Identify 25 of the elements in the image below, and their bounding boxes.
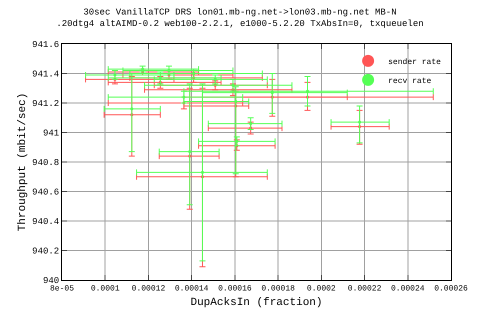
y-axis-title: Throughput (mbit/sec) bbox=[16, 92, 29, 232]
legend-label: sender rate bbox=[388, 58, 442, 67]
x-tick-label: 0.00018 bbox=[261, 284, 296, 294]
x-tick-label: 0.00022 bbox=[348, 284, 382, 294]
legend-label: recv rate bbox=[388, 76, 432, 86]
x-tick-label: 0.00014 bbox=[174, 284, 209, 294]
chart-subtitle: .20dtg4 altAIMD-0.2 web100-2.2.1, e1000-5.2.20 TxAbsIn=0, txqueuelen bbox=[56, 19, 424, 30]
y-tick-label: 941.2 bbox=[32, 99, 60, 110]
y-tick-label: 940.2 bbox=[32, 246, 60, 257]
x-tick-label: 0.00026 bbox=[434, 284, 468, 294]
y-tick-label: 940 bbox=[42, 276, 60, 286]
y-tick-label: 941.4 bbox=[32, 70, 60, 80]
y-tick-label: 940.6 bbox=[32, 188, 60, 198]
x-tick-label: 0.00024 bbox=[390, 284, 425, 294]
y-tick-label: 941 bbox=[42, 128, 60, 139]
x-tick-label: 0.0002 bbox=[306, 284, 336, 294]
y-tick-label: 940.8 bbox=[32, 158, 60, 168]
y-tick-label: 941.6 bbox=[32, 40, 60, 50]
x-tick-label: 0.00012 bbox=[132, 284, 166, 294]
chart-title: 30sec VanillaTCP DRS lon01.mb-ng.net->lon03.mb-ng.net MB-N bbox=[83, 7, 397, 18]
x-tick-label: 0.00016 bbox=[218, 284, 252, 294]
x-axis-title: DupAcksIn (fraction) bbox=[190, 296, 323, 309]
y-tick-label: 940.4 bbox=[32, 217, 60, 228]
x-tick-label: 0.0001 bbox=[90, 284, 120, 294]
x-tick-label: 8e-05 bbox=[50, 284, 74, 294]
